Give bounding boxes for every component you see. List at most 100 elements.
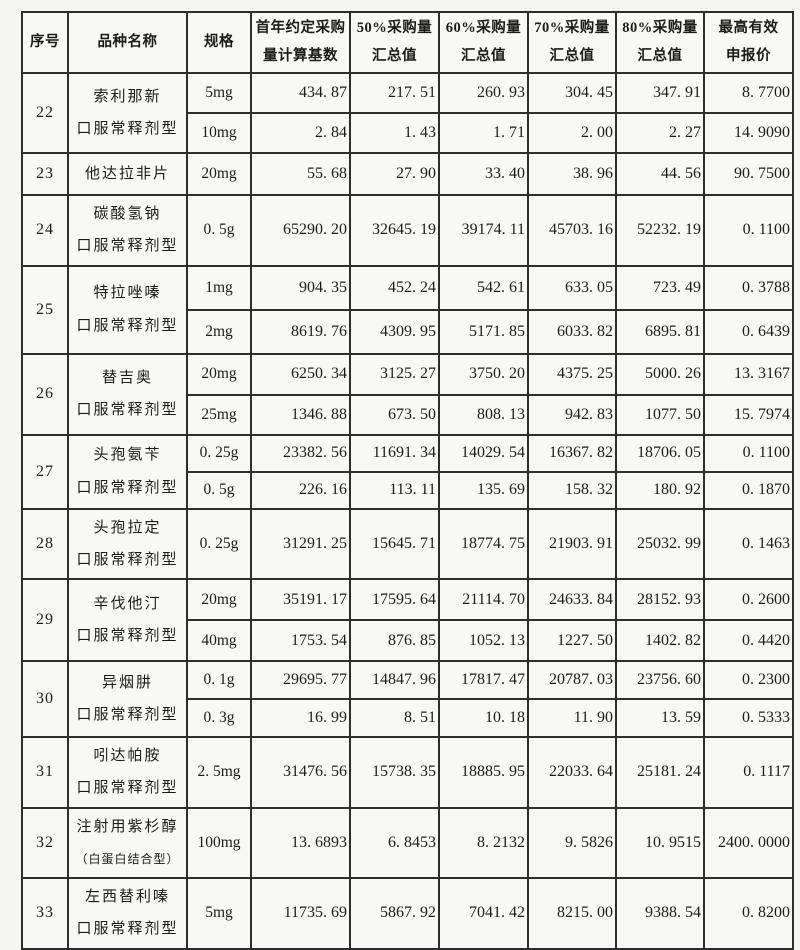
qty60-cell: 17817. 47 [438, 660, 529, 701]
qty60-cell: 135. 69 [438, 470, 529, 510]
row-number: 23 [21, 152, 69, 197]
qty60-cell: 8. 2132 [438, 806, 529, 880]
base-qty-cell: 6250. 34 [250, 352, 351, 396]
qty50-cell: 452. 24 [349, 264, 440, 311]
col-header-qty-70: 70%采购量 汇总值 [527, 10, 617, 75]
row-number: 27 [21, 433, 69, 510]
max-price-cell: 0. 1117 [703, 736, 794, 809]
qty50-cell: 11691. 34 [349, 433, 440, 473]
dosage-form: 口服常释剂型 [76, 402, 179, 419]
qty80-cell: 180. 92 [615, 470, 705, 510]
spec-cell: 100mg [186, 806, 252, 880]
table-row: 0. 3g 16. 99 8. 51 10. 18 11. 90 13. 59 0. 533… [22, 698, 794, 739]
table-row: 22 索利那新 口服常释剂型 5mg 434. 87 217. 51 260. 93 304.… [21, 72, 794, 155]
qty70-cell: 11. 90 [527, 698, 617, 739]
qty80-cell: 347. 91 [615, 72, 705, 115]
spec-cell: 20mg [186, 578, 252, 622]
qty60-cell: 39174. 11 [438, 194, 529, 267]
qty80-cell: 2. 27 [615, 112, 705, 155]
col-header-qty-80: 80%采购量 汇总值 [615, 10, 705, 75]
qty50-cell: 27. 90 [349, 152, 440, 197]
row-number: 24 [21, 194, 69, 267]
spec-cell: 5mg [186, 877, 252, 950]
drug-name: 碳酸氢钠 [93, 206, 162, 223]
base-qty-cell: 2. 84 [250, 112, 351, 155]
spec-cell: 25mg [186, 393, 252, 436]
table-header: 序号 品种名称 规格 首年约定采购 量计算基数 50%采购量 汇总值 60%采购… [21, 10, 794, 75]
qty60-cell: 1052. 13 [438, 619, 529, 663]
row-number: 25 [21, 264, 69, 355]
max-price-cell: 0. 1870 [703, 470, 794, 510]
table-row: 25mg 1346. 88 673. 50 808. 13 942. 83 1077. 5… [22, 393, 794, 436]
spec-cell: 0. 25g [186, 433, 252, 473]
col-header-base-qty: 首年约定采购 量计算基数 [250, 10, 351, 75]
dosage-form: 口服常释剂型 [76, 479, 179, 496]
drug-name: 特拉唑嗪 [93, 285, 162, 302]
qty70-cell: 24633. 84 [527, 578, 617, 622]
qty70-cell: 1227. 50 [527, 619, 617, 663]
qty60-cell: 7041. 42 [438, 877, 529, 950]
drug-name: 左西替利嗪 [84, 889, 170, 906]
base-qty-cell: 31476. 56 [250, 736, 351, 809]
max-price-cell: 0. 2600 [703, 578, 794, 622]
base-qty-cell: 13. 6893 [250, 806, 351, 880]
qty70-cell: 21903. 91 [527, 507, 617, 581]
qty50-cell: 8. 51 [349, 698, 440, 739]
dosage-form: 口服常释剂型 [76, 707, 179, 724]
drug-name-cell: 辛伐他汀 口服常释剂型 [67, 578, 188, 663]
drug-name: 他达拉非片 [84, 165, 170, 182]
col-header-qty-60: 60%采购量 汇总值 [438, 10, 529, 75]
row-number: 30 [21, 660, 69, 739]
row-number: 22 [21, 72, 69, 155]
base-qty-cell: 434. 87 [250, 72, 351, 115]
qty80-cell: 10. 9515 [615, 806, 705, 880]
qty50-cell: 876. 85 [349, 619, 440, 663]
qty70-cell: 38. 96 [527, 152, 617, 197]
col-header-qty-50: 50%采购量 汇总值 [349, 10, 440, 75]
qty80-cell: 52232. 19 [615, 194, 705, 267]
base-qty-cell: 55. 68 [250, 152, 351, 197]
drug-name: 索利那新 [93, 88, 162, 105]
drug-name-cell: 头孢拉定 口服常释剂型 [67, 507, 188, 581]
table-row: 29 辛伐他汀 口服常释剂型 20mg 35191. 17 17595. 64 21114.… [21, 578, 794, 663]
dosage-form: 口服常释剂型 [76, 121, 179, 138]
drug-procurement-table: 序号 品种名称 规格 首年约定采购 量计算基数 50%采购量 汇总值 60%采购… [21, 10, 794, 950]
table-row: 28 头孢拉定 口服常释剂型 0. 25g 31291. 25 15645. 71 1877… [21, 507, 794, 581]
dosage-form: 口服常释剂型 [76, 780, 179, 797]
row-number: 29 [21, 578, 69, 663]
drug-name-cell: 异烟肼 口服常释剂型 [67, 660, 188, 739]
base-qty-cell: 31291. 25 [250, 507, 351, 581]
dosage-form: 口服常释剂型 [76, 238, 179, 255]
max-price-cell: 0. 6439 [703, 308, 794, 355]
drug-name-cell: 吲达帕胺 口服常释剂型 [67, 736, 188, 809]
qty60-cell: 260. 93 [438, 72, 529, 115]
qty50-cell: 217. 51 [349, 72, 440, 115]
qty60-cell: 3750. 20 [438, 352, 529, 396]
base-qty-cell: 226. 16 [250, 470, 351, 510]
base-qty-cell: 8619. 76 [250, 308, 351, 355]
drug-name: 头孢氨苄 [93, 447, 162, 464]
col-header-max-price: 最高有效 申报价 [703, 10, 794, 75]
spec-cell: 20mg [186, 152, 252, 197]
table-row: 24 碳酸氢钠 口服常释剂型 0. 5g 65290. 20 32645. 19 39174… [21, 194, 794, 267]
spec-cell: 0. 3g [186, 698, 252, 739]
qty50-cell: 15738. 35 [349, 736, 440, 809]
dosage-form: 口服常释剂型 [76, 317, 179, 334]
drug-name: 辛伐他汀 [93, 595, 162, 612]
drug-name: 异烟肼 [101, 674, 153, 691]
table-body: 22 索利那新 口服常释剂型 5mg 434. 87 217. 51 260. 93 304.… [21, 72, 794, 950]
qty70-cell: 8215. 00 [527, 877, 617, 950]
drug-name-cell: 特拉唑嗪口服常释剂型 [67, 264, 188, 355]
table-row: 32 注射用紫杉醇 （白蛋白结合型） 100mg 13. 6893 6. 8453 8. 2… [21, 806, 794, 880]
qty50-cell: 4309. 95 [349, 308, 440, 355]
drug-name-cell: 索利那新口服常释剂型 [67, 72, 188, 155]
qty60-cell: 10. 18 [438, 698, 529, 739]
qty80-cell: 23756. 60 [615, 660, 705, 701]
qty60-cell: 18774. 75 [438, 507, 529, 581]
qty60-cell: 5171. 85 [438, 308, 529, 355]
max-price-cell: 2400. 0000 [703, 806, 794, 880]
qty50-cell: 3125. 27 [349, 352, 440, 396]
qty50-cell: 15645. 71 [349, 507, 440, 581]
row-number: 26 [21, 352, 69, 436]
dosage-form: 口服常释剂型 [76, 551, 179, 568]
